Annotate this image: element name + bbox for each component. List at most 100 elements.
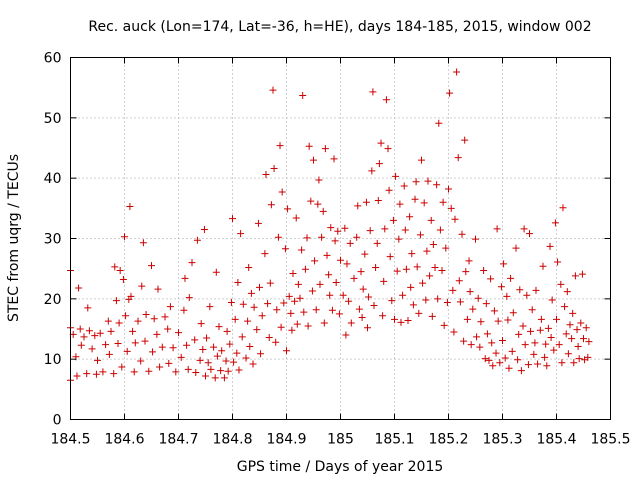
data-point	[280, 299, 288, 307]
data-point	[354, 202, 362, 210]
data-point	[462, 268, 470, 276]
data-point	[401, 226, 409, 234]
data-point	[116, 266, 124, 274]
data-point	[370, 301, 378, 309]
data-point	[547, 333, 555, 341]
data-point	[273, 306, 281, 314]
data-point	[582, 324, 590, 332]
x-axis-ticks: 184.5 184.6 184.7 184.8 184.9 185 185.1 185.2 18…	[50, 57, 631, 448]
data-point	[272, 338, 280, 346]
data-point	[558, 359, 566, 367]
data-point	[528, 306, 536, 314]
data-point	[418, 156, 425, 164]
data-point	[283, 347, 290, 355]
x-tick-label: 185.2	[428, 432, 468, 448]
data-point	[211, 374, 219, 382]
data-point	[385, 186, 393, 194]
data-point	[112, 297, 120, 305]
data-point	[312, 306, 320, 314]
data-point	[265, 333, 273, 341]
data-point	[293, 320, 301, 328]
data-point	[180, 306, 188, 314]
data-point	[439, 198, 447, 206]
data-point	[447, 204, 455, 212]
data-point	[119, 276, 127, 284]
data-point	[580, 335, 587, 343]
data-point	[247, 289, 255, 297]
data-point	[84, 304, 92, 312]
data-point	[374, 196, 382, 204]
data-point	[554, 258, 562, 266]
data-point	[303, 234, 311, 242]
data-point	[197, 320, 205, 328]
data-point	[137, 357, 145, 365]
data-point	[325, 271, 333, 279]
data-point	[169, 344, 177, 352]
data-point	[330, 155, 338, 163]
data-point	[568, 335, 576, 343]
y-tick-label: 30	[44, 232, 62, 248]
data-point	[476, 343, 484, 351]
data-point	[541, 353, 549, 361]
data-point	[111, 263, 119, 271]
data-point	[122, 312, 130, 320]
data-point	[381, 225, 389, 233]
data-point	[277, 323, 285, 331]
data-point	[337, 256, 344, 264]
data-point	[250, 303, 258, 311]
data-point	[104, 317, 112, 325]
data-point	[393, 267, 401, 275]
data-point	[213, 352, 221, 360]
data-point	[188, 259, 196, 267]
data-point	[287, 309, 295, 317]
data-point	[562, 330, 570, 338]
x-tick-label: 185.4	[536, 432, 576, 448]
data-point	[369, 88, 377, 96]
data-point	[102, 341, 110, 349]
data-point	[175, 329, 182, 337]
data-point	[172, 368, 180, 376]
data-point	[532, 286, 540, 294]
data-point	[107, 327, 115, 335]
data-points	[67, 68, 593, 384]
data-point	[509, 309, 517, 317]
data-point	[424, 177, 432, 185]
data-point	[496, 359, 504, 367]
data-point	[404, 317, 412, 325]
x-axis-label: GPS time / Days of year 2015	[237, 459, 444, 475]
y-tick-label: 0	[53, 413, 62, 429]
data-point	[434, 295, 442, 303]
data-point	[126, 203, 134, 211]
data-point	[123, 347, 131, 355]
data-point	[318, 233, 326, 241]
data-point	[226, 340, 234, 348]
data-point	[218, 347, 226, 355]
data-point	[412, 178, 420, 186]
data-point	[289, 269, 297, 277]
x-tick-label: 184.9	[266, 432, 306, 448]
data-point	[489, 362, 497, 370]
data-point	[346, 239, 354, 247]
data-point	[499, 336, 506, 344]
x-tick-label: 184.7	[158, 432, 198, 448]
data-point	[350, 274, 358, 282]
data-point	[153, 330, 161, 338]
data-point	[473, 333, 481, 341]
data-point	[362, 198, 370, 206]
data-point	[254, 219, 262, 227]
data-point	[73, 372, 81, 380]
data-point	[382, 96, 390, 104]
data-point	[291, 297, 299, 305]
data-point	[242, 354, 250, 362]
data-point	[399, 291, 407, 299]
data-point	[256, 283, 263, 291]
data-point	[193, 236, 201, 244]
data-point	[530, 350, 538, 358]
data-point	[328, 306, 336, 314]
data-point	[222, 357, 230, 365]
data-point	[202, 372, 209, 380]
data-point	[521, 341, 529, 349]
data-point	[373, 239, 381, 247]
data-point	[461, 136, 469, 144]
data-point	[440, 321, 448, 329]
